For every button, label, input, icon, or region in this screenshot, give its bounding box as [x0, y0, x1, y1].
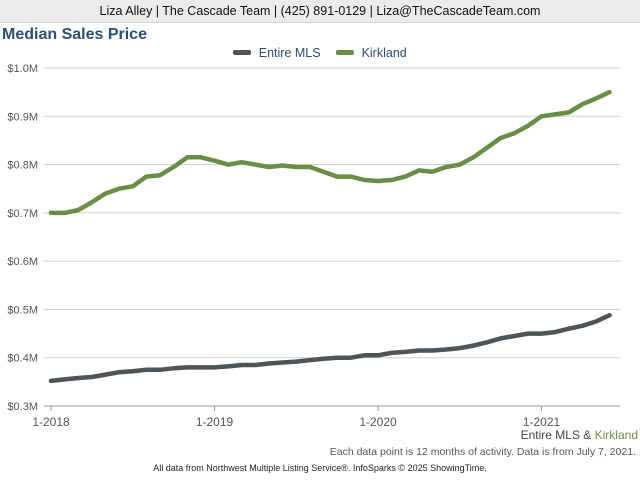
source-credit: All data from Northwest Multiple Listing… — [153, 463, 487, 473]
legend-swatch-entire-mls — [233, 50, 252, 56]
y-tick-label: $0.5M — [7, 304, 38, 316]
legend-label-kirkland: Kirkland — [361, 46, 407, 60]
y-tick-label: $1.0M — [7, 63, 38, 75]
x-tick-label: 1-2021 — [523, 415, 561, 429]
y-tick-label: $0.7M — [7, 208, 38, 220]
x-tick-label: 1-2020 — [359, 415, 397, 429]
legend-item-kirkland[interactable]: Kirkland — [336, 46, 407, 60]
series-line-kirkland — [48, 89, 612, 216]
y-tick-label: $0.4M — [7, 353, 38, 365]
footer-series-entire-mls: Entire MLS — [520, 428, 580, 442]
contact-line: Liza Alley | The Cascade Team | (425) 89… — [99, 4, 541, 18]
x-tick-label: 1-2019 — [196, 415, 234, 429]
series-line-entire-mls — [48, 312, 612, 384]
legend-item-entire-mls[interactable]: Entire MLS — [233, 46, 321, 60]
y-tick-label: $0.3M — [7, 401, 38, 413]
footer-series-joiner: & — [579, 428, 595, 442]
data-note: Each data point is 12 months of activity… — [329, 446, 636, 458]
chart-title: Median Sales Price — [2, 26, 147, 43]
x-tick-label: 1-2018 — [32, 415, 70, 429]
y-tick-label: $0.9M — [7, 111, 38, 123]
contact-header: Liza Alley | The Cascade Team | (425) 89… — [0, 0, 640, 23]
footer-series-caption: Entire MLS & Kirkland — [521, 428, 638, 442]
chart-legend: Entire MLS Kirkland — [0, 46, 640, 60]
legend-swatch-kirkland — [336, 50, 355, 56]
y-tick-label: $0.6M — [7, 256, 38, 268]
legend-label-entire-mls: Entire MLS — [258, 46, 321, 60]
y-tick-label: $0.8M — [7, 160, 38, 172]
footer-series-kirkland: Kirkland — [594, 428, 638, 442]
